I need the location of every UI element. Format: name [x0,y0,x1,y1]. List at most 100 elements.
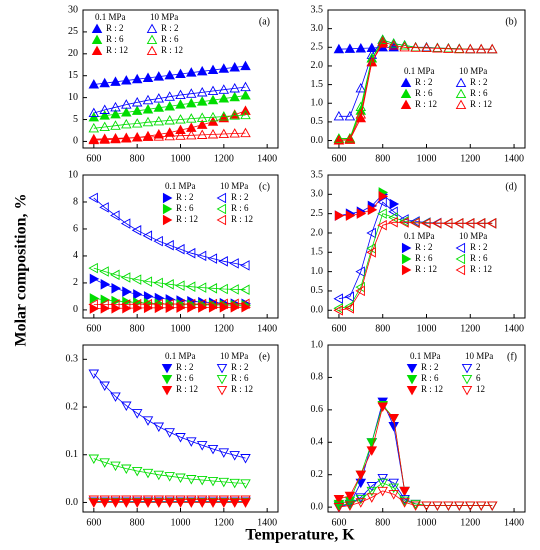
marker [388,478,399,489]
marker [99,458,110,468]
marker [399,494,410,505]
marker [443,501,454,511]
marker [153,498,165,508]
marker [344,133,356,144]
marker [240,284,250,295]
legend-marker [216,192,227,204]
marker [229,258,239,269]
x-tick-label: 1200 [214,517,234,528]
marker [186,88,197,98]
marker [164,100,175,111]
series-line [93,86,246,114]
y-tick-label: 25 [68,26,78,37]
legend-marker [216,374,228,385]
marker [207,298,218,310]
marker [207,283,218,294]
marker [377,402,388,413]
marker [186,129,197,140]
marker [388,483,399,494]
legend-marker [401,242,412,254]
y-tick-label: 1.5 [311,247,324,258]
x-tick-label: 1000 [171,153,191,164]
marker [99,121,110,132]
marker [218,256,228,267]
marker [186,498,197,508]
marker [196,495,208,506]
x-tick-label: 600 [86,517,101,528]
marker [399,41,410,52]
x-tick-label: 1200 [214,323,234,334]
marker [229,495,240,506]
y-tick-label: 0.0 [311,501,324,512]
marker [355,42,367,53]
marker [164,130,175,141]
x-tick-label: 1000 [417,517,437,528]
marker [186,97,197,108]
marker [186,67,197,77]
marker [196,250,207,262]
marker [475,501,487,511]
marker [89,293,100,304]
marker [218,63,230,73]
x-tick-label: 600 [86,153,101,164]
y-tick-label: 0 [73,304,78,315]
marker [486,43,498,54]
marker [355,498,367,508]
marker [186,437,197,447]
y-tick-label: 2.0 [311,227,324,238]
marker [142,116,154,127]
marker [142,298,153,310]
marker [185,281,196,292]
legend-marker [162,203,173,215]
legend-label: R : 12 [176,214,198,224]
marker [366,493,378,503]
marker [88,454,100,465]
marker [121,401,132,412]
marker [142,131,154,142]
marker [410,217,420,229]
marker [355,494,367,505]
marker [164,298,174,310]
marker [142,72,154,82]
marker [486,501,498,511]
legend-header: 0.1 MPa [410,351,441,361]
y-tick-label: 6 [73,223,78,234]
series-line [338,41,384,140]
marker [121,107,132,117]
marker [475,218,486,229]
marker [229,498,240,508]
legend-marker [91,23,103,34]
legend-marker [161,363,173,374]
marker [120,272,131,283]
marker [240,81,251,92]
marker [110,120,121,130]
marker [399,217,409,228]
legend-label: R : 6 [421,373,439,383]
marker [142,230,153,241]
marker [153,131,165,141]
marker [175,433,186,443]
marker [99,104,110,114]
marker [153,277,163,289]
legend-marker [146,45,158,56]
y-tick-label: 2 [73,277,78,288]
marker [465,501,476,511]
marker [367,204,378,216]
y-tick-label: 15 [68,70,78,81]
marker [333,305,343,316]
y-tick-label: 1.0 [311,98,324,109]
legend-marker [455,88,467,99]
marker [131,73,143,84]
marker [196,475,208,486]
legend-label: R : 2 [421,362,439,372]
marker [175,89,186,100]
legend-marker [400,99,412,110]
marker [432,501,443,511]
legend-header: 0.1 MPa [165,181,196,191]
legend-marker [406,363,418,374]
legend-label: R : 6 [176,373,194,383]
marker [153,495,165,506]
marker [207,85,219,96]
marker [99,495,110,506]
marker [377,36,388,46]
